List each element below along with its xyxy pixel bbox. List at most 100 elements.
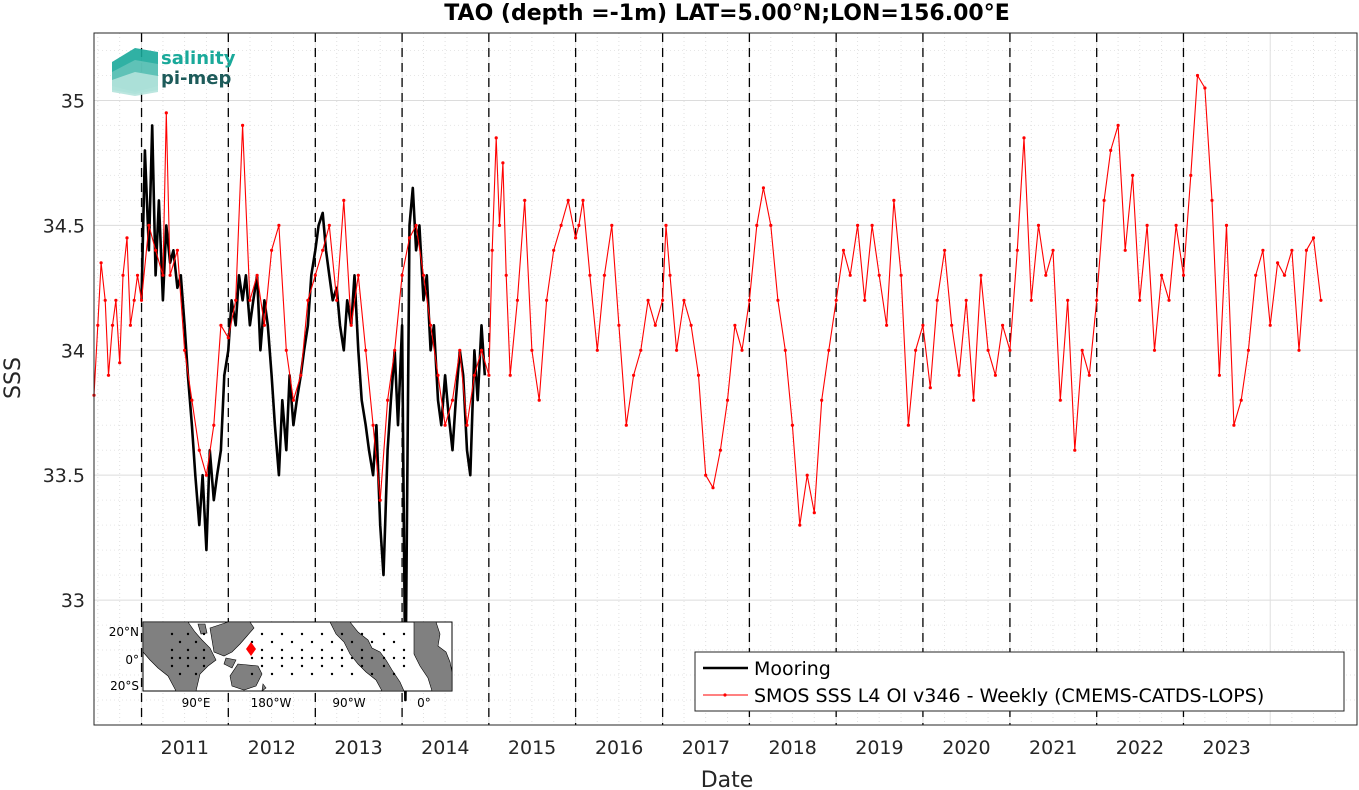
series-point bbox=[928, 386, 932, 390]
series-point bbox=[805, 473, 809, 477]
series-point bbox=[1203, 86, 1207, 90]
series-point bbox=[342, 198, 346, 202]
y-tick-label: 34.5 bbox=[43, 215, 85, 237]
logo-line2: pi-mep bbox=[161, 68, 231, 89]
land-shapes bbox=[142, 621, 453, 692]
mooring-dot bbox=[186, 632, 190, 636]
mooring-dot bbox=[202, 648, 206, 652]
mooring-dot bbox=[280, 632, 284, 636]
series-point bbox=[523, 198, 527, 202]
series-point bbox=[530, 348, 534, 352]
series-1 bbox=[92, 73, 1323, 527]
mooring-dot bbox=[260, 632, 264, 636]
mooring-dot bbox=[260, 656, 264, 660]
mooring-dot bbox=[320, 664, 324, 668]
series-point bbox=[1051, 248, 1055, 252]
series-point bbox=[1080, 348, 1084, 352]
series-point bbox=[96, 323, 100, 327]
series-point bbox=[335, 298, 339, 302]
mooring-dot bbox=[202, 632, 206, 636]
series-point bbox=[393, 348, 397, 352]
series-point bbox=[106, 373, 111, 377]
x-tick-label: 2018 bbox=[768, 737, 816, 759]
series-point bbox=[371, 423, 375, 427]
series-point bbox=[577, 223, 581, 227]
series-point bbox=[769, 223, 773, 227]
series-point bbox=[501, 161, 505, 165]
mooring-dot bbox=[382, 648, 386, 652]
series-point bbox=[299, 373, 303, 377]
series-point bbox=[986, 348, 990, 352]
series-point bbox=[407, 236, 412, 240]
series-point bbox=[154, 248, 158, 252]
series-point bbox=[1210, 198, 1214, 202]
x-tick-label: 2013 bbox=[334, 737, 382, 759]
mooring-dot bbox=[382, 656, 386, 660]
series-point bbox=[964, 298, 968, 302]
mooring-dot bbox=[300, 648, 304, 652]
series-point bbox=[1232, 423, 1236, 427]
series-point bbox=[979, 273, 983, 277]
series-point bbox=[161, 273, 165, 277]
series-point bbox=[993, 373, 998, 377]
series-point bbox=[1095, 298, 1099, 302]
mooring-dot bbox=[280, 656, 284, 660]
series-point bbox=[1195, 73, 1200, 78]
series-point bbox=[1008, 348, 1012, 352]
series-point bbox=[349, 323, 353, 327]
series-point bbox=[537, 398, 541, 402]
series-point bbox=[689, 323, 693, 327]
y-tick-label: 35 bbox=[61, 90, 85, 112]
series-point bbox=[164, 111, 168, 115]
series-point bbox=[776, 298, 780, 302]
series-point bbox=[436, 373, 440, 377]
x-tick-label: 2017 bbox=[682, 737, 730, 759]
series-point bbox=[1015, 248, 1019, 252]
x-tick-label: 2014 bbox=[421, 737, 469, 759]
series-point bbox=[639, 348, 643, 352]
series-point bbox=[110, 323, 115, 327]
series-point bbox=[1160, 273, 1164, 277]
series-point bbox=[291, 398, 295, 402]
series-point bbox=[270, 248, 274, 252]
mooring-dot bbox=[280, 664, 284, 668]
series-point bbox=[602, 273, 607, 277]
map-lon-label-0: 0° bbox=[417, 696, 431, 710]
series-point bbox=[277, 223, 281, 227]
series-point bbox=[1276, 261, 1280, 265]
mooring-dot bbox=[340, 664, 344, 668]
mooring-dot bbox=[260, 664, 264, 668]
series-point bbox=[132, 298, 136, 302]
mooring-dot bbox=[270, 656, 274, 660]
grid bbox=[94, 33, 1357, 726]
mooring-dots bbox=[170, 632, 406, 676]
mooring-dot bbox=[350, 640, 354, 644]
series-point bbox=[139, 298, 144, 302]
mooring-dot bbox=[382, 664, 386, 668]
mooring-dot bbox=[340, 632, 344, 636]
mooring-dot bbox=[350, 672, 354, 676]
series-point bbox=[848, 273, 852, 277]
series-point bbox=[1261, 248, 1265, 252]
x-tick-label: 2016 bbox=[595, 737, 643, 759]
series-point bbox=[147, 223, 151, 227]
mooring-dot bbox=[186, 664, 190, 668]
series-point bbox=[1102, 198, 1106, 202]
series-point bbox=[1319, 298, 1323, 302]
legend-marker-smos bbox=[723, 693, 727, 697]
series-point bbox=[472, 373, 476, 377]
series-point bbox=[313, 273, 317, 277]
legend-label-smos: SMOS SSS L4 OI v346 - Weekly (CMEMS-CATD… bbox=[754, 685, 1264, 707]
mooring-dot bbox=[320, 656, 324, 660]
series-point bbox=[943, 248, 947, 252]
mooring-dot bbox=[360, 648, 364, 652]
mooring-dot bbox=[402, 656, 406, 660]
series-point bbox=[490, 248, 494, 252]
series-point bbox=[1239, 398, 1243, 402]
series-point bbox=[1131, 173, 1135, 177]
y-tick-label: 33 bbox=[61, 590, 85, 612]
series-point bbox=[175, 248, 179, 252]
series-point bbox=[226, 336, 230, 340]
series-point bbox=[545, 298, 549, 302]
series-point bbox=[950, 323, 954, 327]
